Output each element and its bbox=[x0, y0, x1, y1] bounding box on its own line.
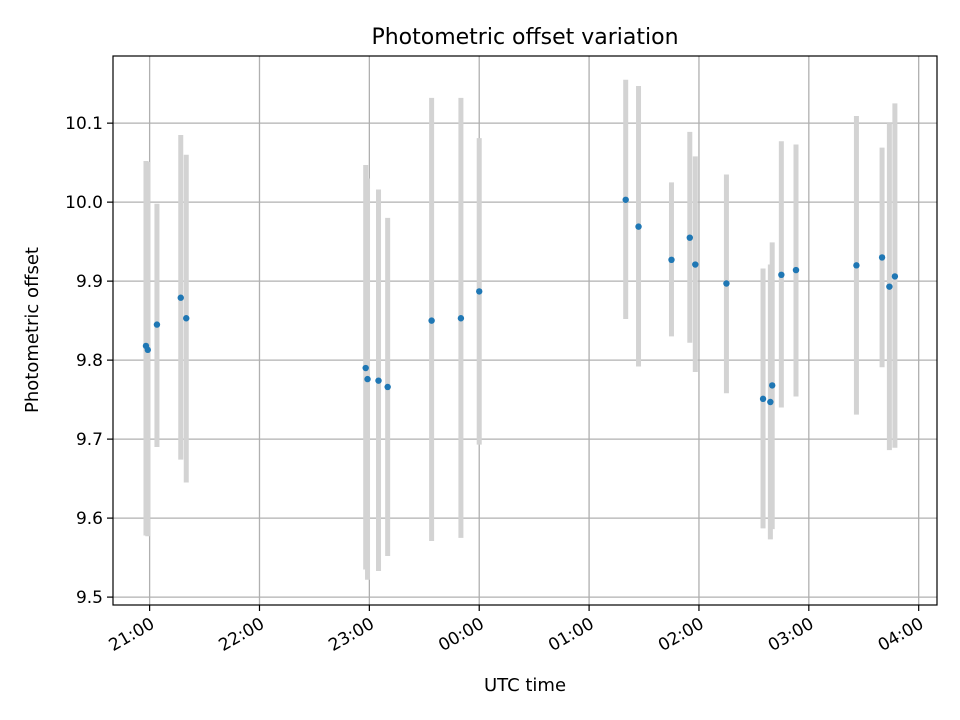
data-point bbox=[886, 283, 893, 290]
data-point bbox=[183, 315, 190, 322]
data-point bbox=[778, 271, 785, 279]
data-point bbox=[686, 234, 693, 241]
y-tick-label: 9.9 bbox=[76, 272, 103, 292]
data-point bbox=[375, 377, 382, 384]
data-point bbox=[476, 288, 483, 295]
data-point bbox=[759, 395, 767, 403]
y-tick-label: 9.7 bbox=[76, 430, 103, 450]
data-point bbox=[622, 196, 629, 203]
x-axis-label: UTC time bbox=[484, 675, 566, 696]
data-point bbox=[384, 383, 391, 391]
data-points bbox=[142, 196, 899, 406]
data-point bbox=[891, 273, 899, 280]
y-tick-label: 10.0 bbox=[65, 193, 103, 213]
data-point bbox=[635, 223, 642, 230]
axis-ticks bbox=[107, 122, 920, 611]
data-point bbox=[364, 375, 371, 383]
data-point bbox=[144, 346, 151, 354]
y-tick-label: 10.1 bbox=[65, 114, 103, 134]
data-point bbox=[177, 294, 184, 301]
data-point bbox=[428, 317, 435, 324]
plot-frame bbox=[112, 55, 938, 606]
data-point bbox=[853, 262, 860, 269]
data-point bbox=[792, 266, 800, 274]
chart-title: Photometric offset variation bbox=[371, 25, 678, 50]
y-tick-labels: 9.5 9.6 9.7 9.8 9.9 10.0 10.1 bbox=[65, 114, 103, 608]
y-tick-label: 9.8 bbox=[76, 351, 103, 371]
data-point bbox=[769, 382, 776, 389]
data-point bbox=[668, 256, 675, 264]
data-point bbox=[153, 321, 161, 328]
data-point bbox=[723, 280, 730, 287]
data-point bbox=[767, 398, 774, 406]
y-tick-label: 9.5 bbox=[76, 588, 103, 608]
data-point bbox=[457, 315, 465, 322]
data-point bbox=[878, 254, 886, 261]
y-tick-label: 9.6 bbox=[76, 509, 103, 529]
data-point bbox=[692, 261, 699, 268]
y-axis-label: Photometric offset bbox=[22, 247, 43, 413]
data-point bbox=[362, 364, 369, 372]
